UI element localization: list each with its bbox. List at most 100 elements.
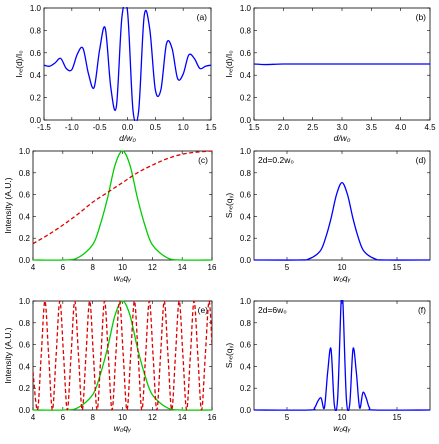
- series-line-1: [44, 7, 211, 121]
- y-tick-label: 0.6: [240, 49, 252, 58]
- series-line-1: [254, 181, 430, 261]
- y-tick-label: 0.4: [240, 71, 252, 80]
- x-tick-label: 5: [285, 263, 290, 272]
- panel-b: 1.5 2.0 2.5 3.0 3.5 4.0 4.5 0.0 0.2 0.4 0.6 0.8 1.0 d…: [224, 4, 436, 143]
- x-axis-label: w₀qᵧ: [114, 273, 132, 283]
- panel-e: 4 6 8 10 12 14 16 0.0 0.2 0.4 0.6 0.8 1.0 w₀qᵧ Intensi…: [3, 297, 217, 433]
- y-tick-label: 0.8: [240, 169, 252, 178]
- y-tick-label: 0.6: [240, 191, 252, 200]
- x-axis-label: d/w₀: [334, 133, 351, 143]
- y-tick-label: 0.8: [240, 319, 252, 328]
- x-tick-label: 14: [178, 413, 187, 422]
- x-tick-label: -1.0: [65, 123, 79, 132]
- x-tick-label: 5: [285, 413, 290, 422]
- x-tick-label: -1.5: [37, 123, 51, 132]
- y-tick-label: 1.0: [240, 147, 252, 156]
- plot-frame: [32, 300, 213, 411]
- y-tick-label: 0.4: [240, 362, 252, 371]
- series-line-1: [254, 300, 430, 411]
- panel-tag: (d): [416, 155, 427, 165]
- annotation-label: 2d=6w₀: [258, 305, 287, 315]
- y-axis-label: Sₙₑ(qᵧ): [224, 193, 234, 219]
- x-tick-label: 10: [118, 263, 127, 272]
- x-axis-label: d/w₀: [119, 133, 136, 143]
- y-tick-label: 0.6: [30, 49, 42, 58]
- x-tick-label: 10: [338, 263, 347, 272]
- annotation-label: 2d=0.2w₀: [258, 155, 294, 165]
- panel-tag: (e): [198, 305, 209, 315]
- y-axis-label: Iₙₑ(d)/I₀: [224, 50, 234, 78]
- panel-tag: (f): [418, 305, 426, 315]
- x-tick-label: 10: [338, 413, 347, 422]
- y-tick-label: 0.4: [19, 212, 31, 221]
- y-tick-label: 1.0: [240, 297, 252, 306]
- x-tick-label: 0.0: [122, 123, 134, 132]
- x-tick-label: 4.0: [395, 123, 407, 132]
- y-axis-label: Intensity (A.U.): [3, 327, 13, 383]
- y-tick-label: 0.6: [19, 341, 31, 350]
- x-axis-label: w₀qᵧ: [333, 273, 351, 283]
- y-tick-label: 0.2: [240, 94, 252, 103]
- y-tick-label: 0.0: [240, 256, 252, 265]
- x-tick-label: 8: [90, 413, 95, 422]
- plot-frame: [32, 150, 213, 261]
- y-tick-label: 0.8: [19, 169, 31, 178]
- x-axis-label: w₀qᵧ: [333, 423, 351, 433]
- series-line-1: [254, 63, 430, 66]
- x-tick-label: 14: [178, 263, 187, 272]
- y-tick-label: 0.0: [30, 116, 42, 125]
- y-tick-label: 1.0: [19, 297, 31, 306]
- x-tick-label: 1.5: [248, 123, 260, 132]
- series-line-2: [33, 300, 212, 411]
- panel-d: 5 10 15 0.0 0.2 0.4 0.6 0.8 1.0 w₀qᵧ Sₙₑ(qᵧ) (d) 2d=…: [224, 147, 431, 283]
- x-tick-label: 15: [393, 413, 402, 422]
- series-line-1: [33, 300, 212, 411]
- y-tick-label: 0.2: [30, 94, 42, 103]
- x-axis-label: w₀qᵧ: [114, 423, 132, 433]
- y-tick-label: 0.4: [240, 212, 252, 221]
- y-axis-label: Iₙₑ(d)/I₀: [14, 50, 24, 78]
- panel-c: 4 6 8 10 12 14 16 0.0 0.2 0.4 0.6 0.8 1.0 w₀qᵧ Intensi…: [3, 147, 217, 283]
- y-tick-label: 0.4: [30, 71, 42, 80]
- x-tick-label: 10: [118, 413, 127, 422]
- x-tick-label: 2.5: [307, 123, 319, 132]
- y-tick-label: 0.8: [30, 26, 42, 35]
- y-tick-label: 1.0: [30, 4, 42, 13]
- y-tick-label: 1.0: [240, 4, 252, 13]
- x-tick-label: 4: [31, 413, 36, 422]
- x-tick-label: 15: [393, 263, 402, 272]
- y-tick-label: 0.2: [19, 384, 31, 393]
- x-tick-label: 1.5: [205, 123, 217, 132]
- panel-f: 5 10 15 0.0 0.2 0.4 0.6 0.8 1.0 w₀qᵧ Sₙₑ(qᵧ) (f) 2d=…: [224, 297, 431, 433]
- x-tick-label: 4: [31, 263, 36, 272]
- plot-frame: [253, 150, 431, 261]
- y-tick-label: 1.0: [19, 147, 31, 156]
- x-tick-label: 6: [61, 413, 66, 422]
- y-axis-label: Sₙₑ(qᵧ): [224, 343, 234, 369]
- x-tick-label: -0.5: [93, 123, 107, 132]
- plot-frame: [253, 300, 431, 411]
- panel-tag: (a): [197, 12, 208, 22]
- y-tick-label: 0.0: [240, 116, 252, 125]
- panel-tag: (b): [416, 12, 427, 22]
- x-tick-label: 16: [208, 413, 217, 422]
- y-tick-label: 0.2: [19, 234, 31, 243]
- series-line-2: [33, 150, 212, 245]
- x-tick-label: 3.5: [366, 123, 378, 132]
- panel-tag: (c): [198, 155, 208, 165]
- series-line-1: [33, 150, 212, 261]
- x-tick-label: 4.5: [424, 123, 436, 132]
- x-tick-label: 16: [208, 263, 217, 272]
- y-axis-label: Intensity (A.U.): [3, 177, 13, 233]
- x-tick-label: 2.0: [278, 123, 290, 132]
- y-tick-label: 0.8: [19, 319, 31, 328]
- y-tick-label: 0.6: [240, 341, 252, 350]
- y-tick-label: 0.0: [19, 406, 31, 415]
- y-tick-label: 0.2: [240, 234, 252, 243]
- x-tick-label: 8: [90, 263, 95, 272]
- x-tick-label: 3.0: [336, 123, 348, 132]
- y-tick-label: 0.2: [240, 384, 252, 393]
- x-tick-label: 12: [148, 263, 157, 272]
- x-tick-label: 6: [61, 263, 66, 272]
